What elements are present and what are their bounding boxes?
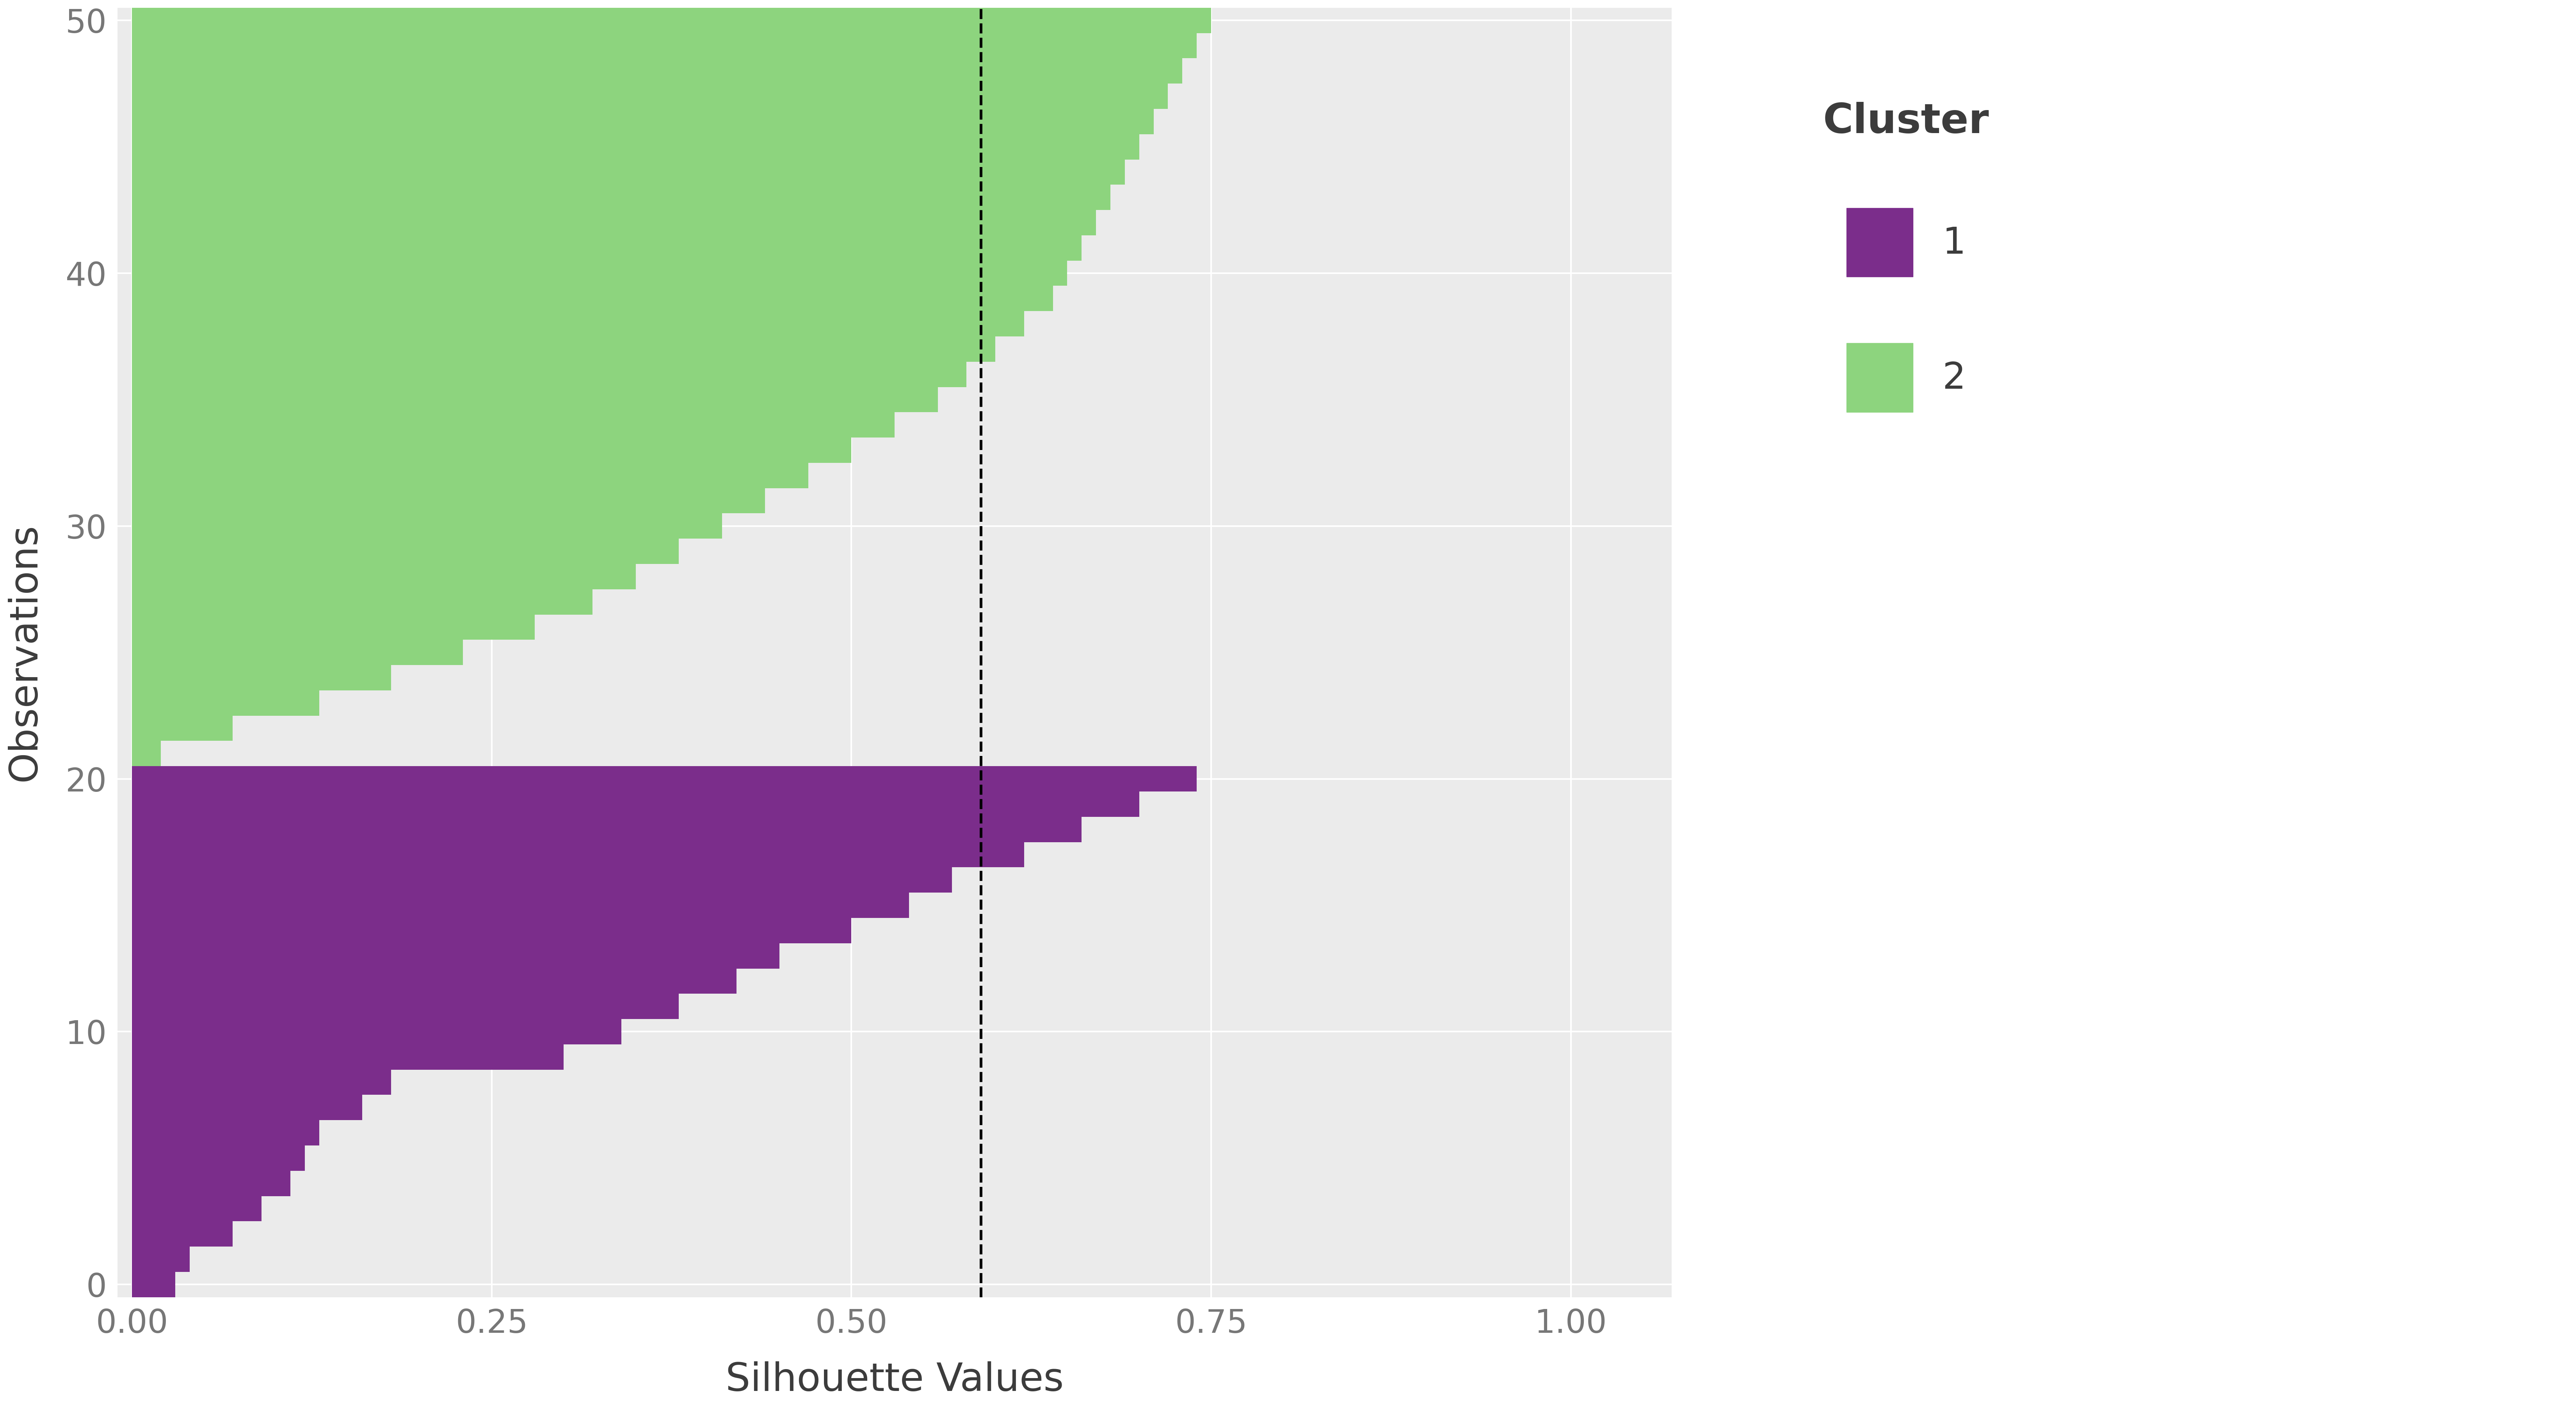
Bar: [131, 311, 1025, 336]
Bar: [131, 235, 1082, 260]
Bar: [131, 513, 721, 538]
Y-axis label: Observations: Observations: [5, 524, 44, 781]
Bar: [131, 437, 853, 462]
Bar: [131, 336, 994, 361]
Bar: [131, 766, 1198, 791]
Bar: [131, 386, 938, 412]
Bar: [131, 715, 232, 740]
Bar: [131, 133, 1139, 159]
Bar: [131, 8, 1211, 34]
Bar: [131, 665, 392, 690]
Bar: [131, 462, 809, 488]
Bar: [131, 993, 680, 1019]
Bar: [131, 690, 319, 715]
Bar: [131, 1170, 291, 1196]
Bar: [131, 639, 464, 665]
Bar: [131, 842, 1025, 867]
Bar: [131, 209, 1095, 235]
Legend: 1, 2: 1, 2: [1785, 65, 2025, 450]
Bar: [131, 740, 160, 766]
Bar: [131, 488, 765, 513]
Bar: [131, 1145, 304, 1170]
Bar: [131, 1196, 263, 1221]
Bar: [131, 943, 781, 968]
Bar: [131, 1019, 621, 1044]
Bar: [131, 1044, 564, 1069]
Bar: [131, 260, 1066, 285]
Bar: [131, 892, 909, 917]
Bar: [131, 816, 1082, 842]
Bar: [131, 1069, 392, 1094]
Bar: [131, 412, 894, 437]
Bar: [131, 1246, 191, 1272]
X-axis label: Silhouette Values: Silhouette Values: [726, 1361, 1064, 1399]
Bar: [131, 589, 592, 614]
Bar: [131, 917, 853, 943]
Bar: [131, 34, 1198, 58]
Bar: [131, 538, 680, 563]
Bar: [131, 563, 636, 589]
Bar: [131, 285, 1054, 311]
Bar: [131, 1094, 363, 1120]
Bar: [131, 58, 1182, 83]
Bar: [131, 108, 1154, 133]
Bar: [131, 361, 966, 386]
Bar: [131, 1272, 175, 1297]
Bar: [131, 83, 1167, 108]
Bar: [131, 867, 953, 892]
Bar: [131, 159, 1126, 184]
Bar: [131, 1221, 232, 1246]
Bar: [131, 184, 1110, 209]
Bar: [131, 614, 536, 639]
Bar: [131, 1120, 319, 1145]
Bar: [131, 791, 1139, 816]
Bar: [131, 968, 737, 993]
